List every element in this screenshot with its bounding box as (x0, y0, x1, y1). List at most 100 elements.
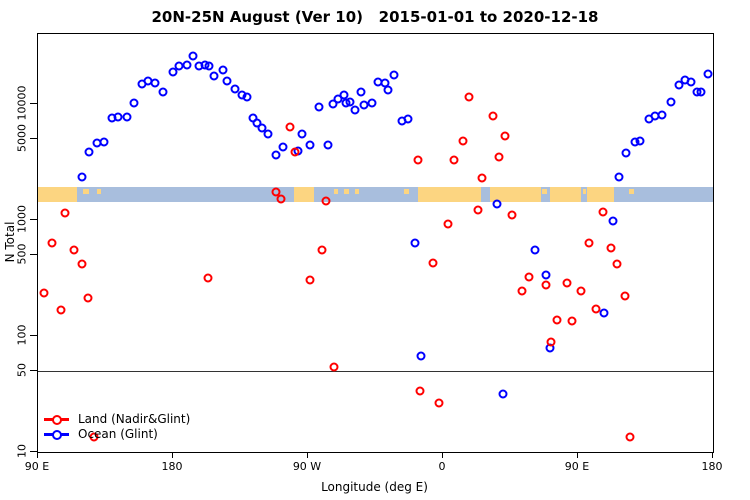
island-dash (83, 188, 89, 194)
data-point-land (546, 337, 556, 347)
data-point-land (524, 272, 534, 282)
legend: Land (Nadir&Glint) Ocean (Glint) (44, 412, 190, 442)
legend-entry-ocean: Ocean (Glint) (44, 427, 190, 442)
data-point-ocean (674, 80, 683, 90)
data-point-ocean (621, 148, 631, 158)
data-point-ocean (339, 90, 349, 100)
x-tick (577, 452, 578, 458)
data-point-land (606, 243, 616, 253)
x-tick (172, 452, 173, 458)
data-point-land (612, 259, 622, 269)
data-point-land (625, 432, 635, 442)
x-tick (712, 452, 713, 458)
data-point-land (567, 316, 577, 326)
island-dash (629, 188, 634, 194)
data-point-ocean (696, 87, 706, 97)
data-point-ocean (635, 136, 645, 146)
island-dash (404, 188, 409, 194)
data-point-ocean (278, 142, 287, 152)
data-point-land (517, 286, 527, 296)
data-point-land (69, 245, 79, 255)
data-point-ocean (703, 69, 713, 79)
y-tick-label: 500 (15, 243, 29, 265)
data-point-land (317, 245, 326, 255)
data-point-land (584, 238, 593, 248)
land-strip-segment (489, 186, 541, 202)
y-tick-label: 5000 (15, 123, 29, 152)
data-point-land (285, 122, 295, 132)
island-dash (96, 188, 101, 194)
legend-label-land: Land (Nadir&Glint) (78, 412, 191, 426)
y-tick (30, 253, 37, 255)
data-point-land (329, 362, 338, 372)
data-point-ocean (150, 78, 160, 88)
data-point-land (60, 208, 70, 218)
land-strip-segment (549, 186, 581, 202)
data-point-land (477, 173, 487, 183)
data-point-land (443, 219, 452, 229)
data-point-ocean (492, 199, 502, 209)
data-point-ocean (403, 114, 413, 124)
data-point-ocean (541, 270, 551, 280)
data-point-land (473, 205, 482, 215)
data-point-ocean (257, 123, 266, 133)
data-point-land (77, 259, 86, 269)
data-point-ocean (666, 97, 676, 107)
data-point-ocean (323, 140, 332, 150)
data-point-land (415, 386, 425, 396)
data-point-land (203, 273, 212, 283)
legend-circle-land-icon (51, 414, 62, 425)
data-point-land (458, 136, 467, 146)
data-point-land (56, 305, 65, 315)
data-point-land (576, 286, 586, 296)
island-dash (542, 188, 547, 194)
data-point-ocean (410, 238, 419, 248)
data-point-ocean (608, 216, 617, 226)
data-point-land (552, 315, 562, 325)
data-point-land (464, 92, 474, 102)
legend-line-ocean-icon (44, 429, 69, 440)
x-tick-label: 90 E (564, 460, 590, 473)
data-point-land (39, 288, 49, 298)
data-point-land (89, 432, 98, 442)
chart-title: 20N-25N August (Ver 10) 2015-01-01 to 20… (151, 8, 599, 26)
land-strip-segment (38, 186, 77, 202)
data-point-ocean (168, 67, 178, 77)
data-point-land (290, 147, 300, 157)
data-point-ocean (359, 100, 368, 110)
data-point-ocean (230, 84, 239, 94)
data-point-ocean (242, 92, 252, 102)
data-point-ocean (129, 98, 139, 108)
data-point-ocean (77, 172, 86, 182)
data-point-ocean (328, 99, 338, 109)
y-tick-label: 100 (15, 324, 29, 346)
legend-entry-land: Land (Nadir&Glint) (44, 412, 190, 427)
data-point-land (562, 278, 572, 288)
data-point-ocean (209, 71, 219, 81)
data-point-ocean (84, 147, 94, 157)
island-dash (65, 188, 70, 194)
data-point-ocean (345, 97, 355, 107)
data-point-land (449, 155, 458, 165)
x-tick-label: 90 E (24, 460, 50, 473)
data-point-ocean (99, 137, 109, 147)
data-point-ocean (271, 150, 281, 160)
y-tick (30, 218, 37, 220)
data-point-ocean (657, 110, 667, 120)
data-point-ocean (113, 112, 123, 122)
y-tick-label: 10 (15, 444, 29, 458)
data-point-ocean (356, 87, 365, 97)
x-tick-label: 90 W (292, 460, 322, 473)
x-tick (37, 452, 38, 458)
data-point-ocean (158, 87, 168, 97)
x-tick (442, 452, 443, 458)
data-point-land (494, 152, 504, 162)
data-point-land (507, 210, 517, 220)
data-point-ocean (218, 65, 227, 75)
data-point-land (276, 194, 286, 204)
x-tick-label: 180 (161, 460, 183, 473)
data-point-land (305, 275, 315, 285)
data-point-ocean (416, 351, 425, 361)
data-point-land (47, 238, 56, 248)
